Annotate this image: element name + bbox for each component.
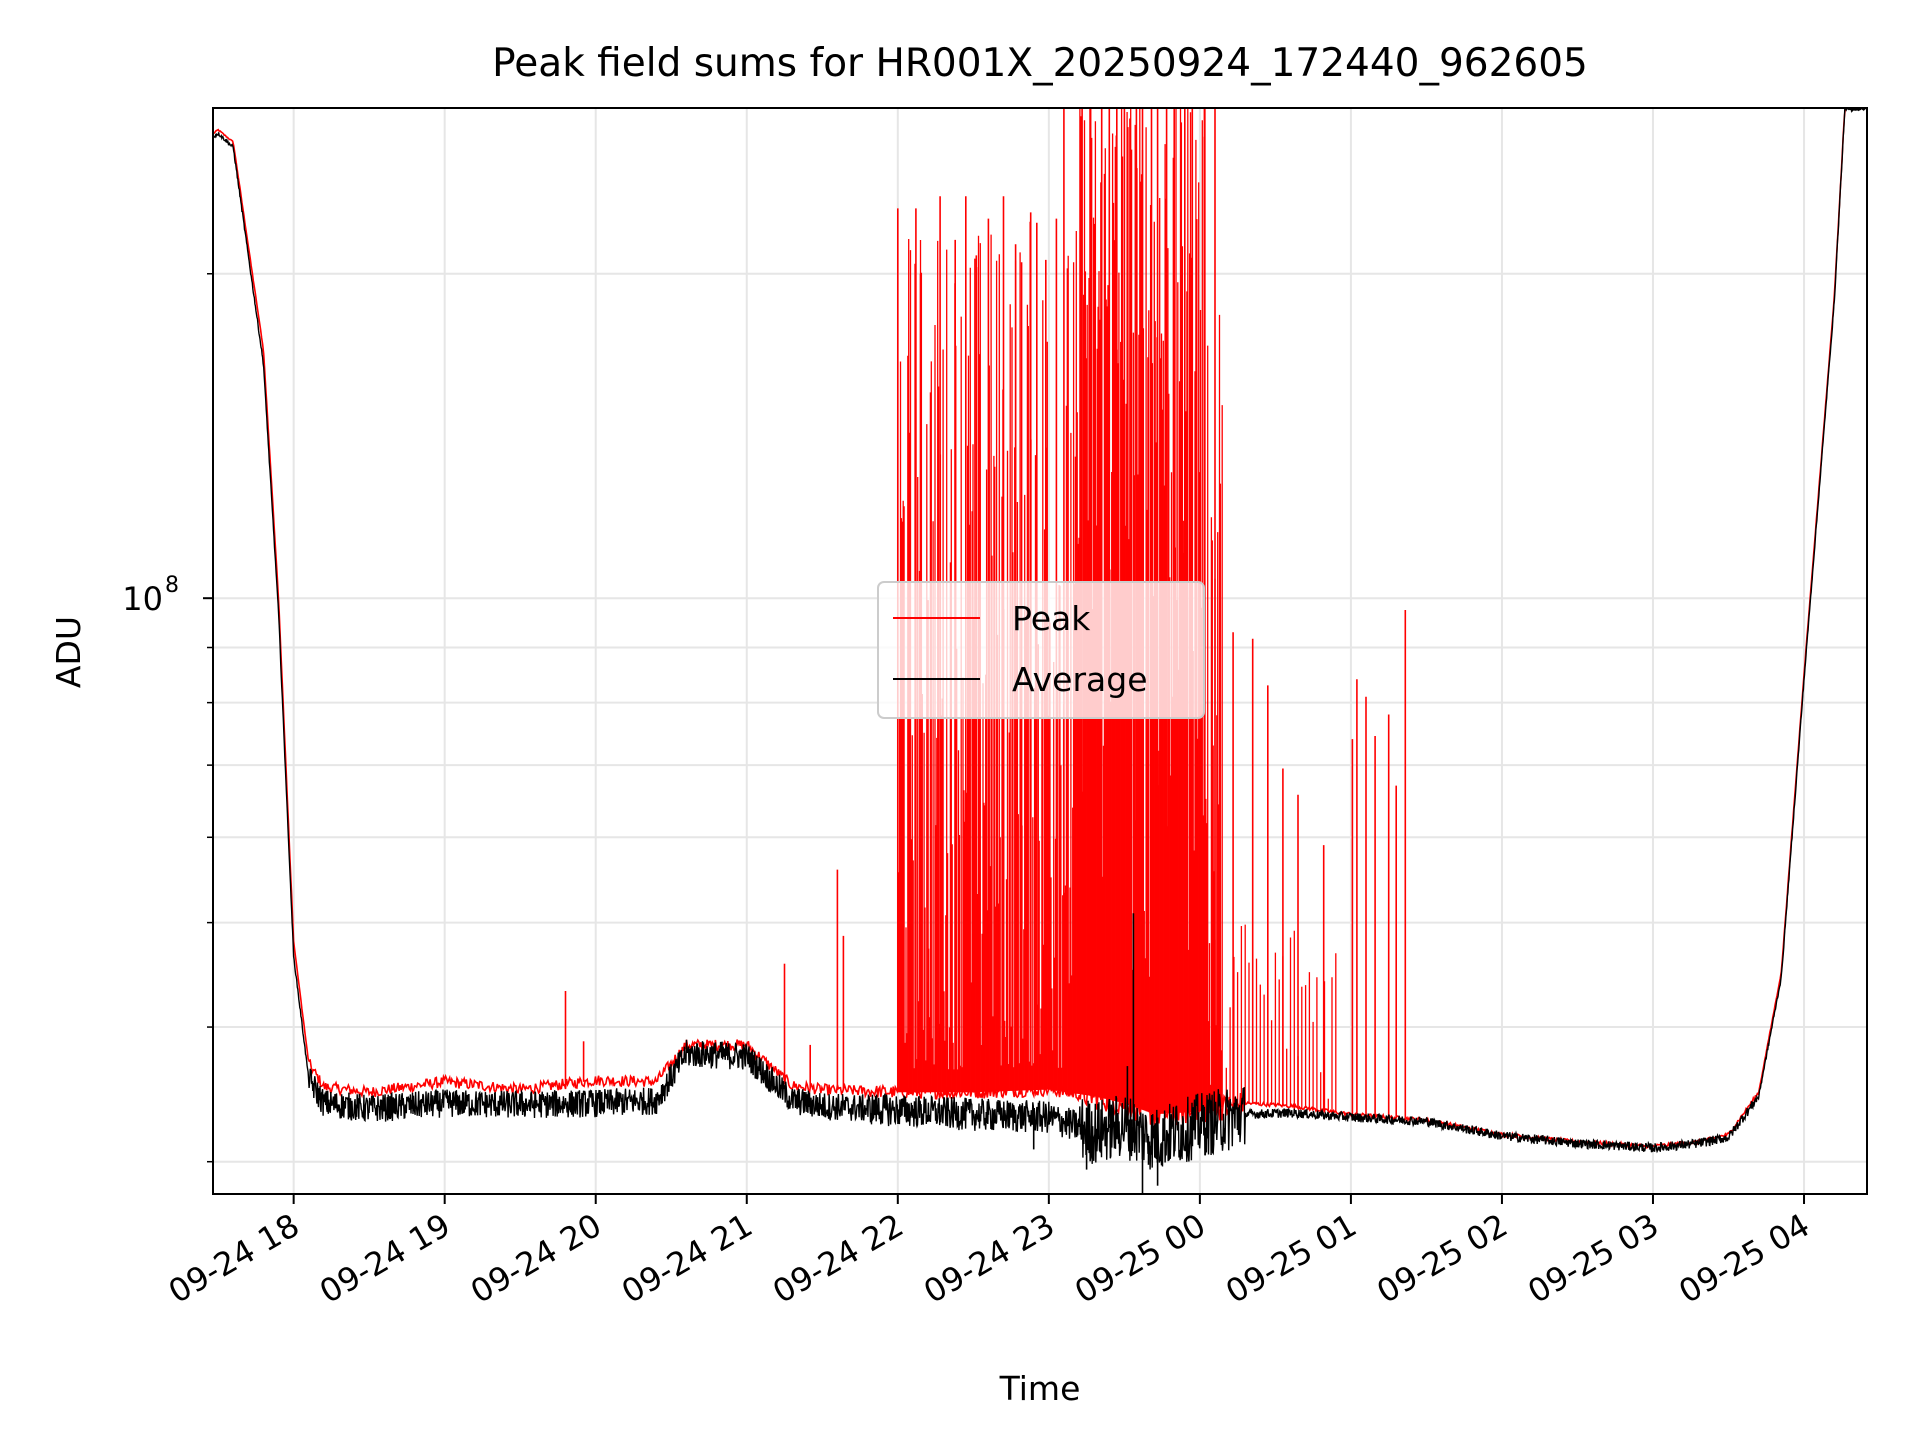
x-axis-label: Time bbox=[999, 1369, 1081, 1408]
legend-label-peak: Peak bbox=[1012, 599, 1091, 638]
y-tick-exponent: 8 bbox=[165, 573, 179, 598]
axes-frame bbox=[212, 107, 1868, 1195]
average-spikes bbox=[987, 913, 1171, 1194]
series-line-average bbox=[213, 108, 1867, 1170]
y-tick-label: 10 bbox=[122, 580, 163, 618]
legend: Peak Average bbox=[877, 581, 1205, 719]
legend-label-average: Average bbox=[1012, 660, 1148, 699]
y-axis-label: ADU bbox=[49, 616, 88, 688]
chart-title: Peak field sums for HR001X_20250924_1724… bbox=[492, 41, 1588, 86]
legend-box bbox=[877, 581, 1205, 719]
grid-lines bbox=[213, 108, 1867, 1194]
y-axis-ticks: 10 8 bbox=[122, 273, 213, 1163]
